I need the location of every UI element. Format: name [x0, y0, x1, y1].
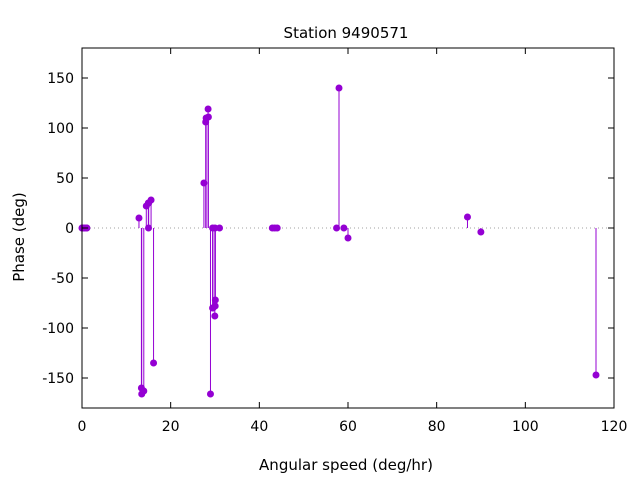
- data-point: [335, 84, 343, 92]
- chart-title: Station 9490571: [284, 24, 409, 42]
- data-point: [135, 214, 143, 222]
- data-point: [216, 224, 224, 232]
- data-point: [204, 113, 212, 121]
- x-axis-title: Angular speed (deg/hr): [259, 456, 433, 474]
- data-point: [211, 302, 219, 310]
- data-point: [463, 213, 471, 221]
- y-tick-label: -50: [51, 271, 74, 287]
- data-point: [147, 196, 155, 204]
- y-axis-ticks: -150 -100 -50 0 50 100 150: [42, 71, 614, 387]
- data-point: [592, 371, 600, 379]
- data-point: [211, 312, 219, 320]
- data-points: [78, 84, 600, 398]
- impulse-lines: [138, 88, 597, 394]
- data-point: [211, 296, 219, 304]
- data-point: [145, 224, 152, 232]
- data-point: [477, 228, 485, 236]
- data-point: [140, 387, 148, 395]
- y-axis-title: Phase (deg): [10, 192, 28, 282]
- data-point: [200, 179, 208, 187]
- x-tick-label: 40: [250, 419, 268, 435]
- x-axis-ticks: 0 20 40 60 80 100 120: [78, 48, 628, 435]
- x-tick-label: 0: [78, 419, 87, 435]
- y-tick-label: -150: [42, 371, 74, 387]
- x-tick-label: 100: [512, 419, 539, 435]
- data-point: [273, 224, 281, 232]
- y-tick-label: 150: [47, 71, 74, 87]
- data-point: [206, 390, 214, 398]
- y-tick-label: -100: [42, 321, 74, 337]
- y-tick-label: 0: [65, 221, 74, 237]
- data-point: [333, 224, 341, 232]
- data-point: [150, 359, 158, 367]
- x-tick-label: 80: [428, 419, 446, 435]
- data-point: [340, 224, 348, 232]
- x-tick-label: 20: [162, 419, 180, 435]
- y-tick-label: 100: [47, 121, 74, 137]
- x-tick-label: 60: [339, 419, 357, 435]
- x-tick-label: 120: [601, 419, 628, 435]
- data-point: [204, 105, 212, 113]
- data-point: [344, 234, 352, 242]
- y-tick-label: 50: [56, 171, 74, 187]
